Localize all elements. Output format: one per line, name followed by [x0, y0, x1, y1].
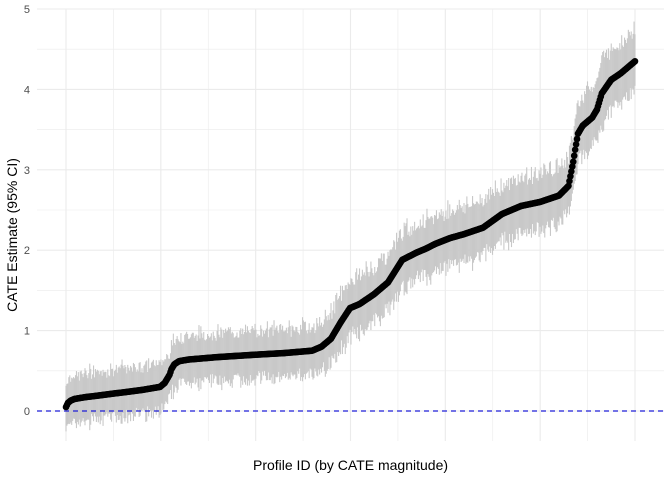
- x-axis-label: Profile ID (by CATE magnitude): [253, 457, 448, 473]
- estimate-point: [571, 146, 579, 153]
- y-tick-label: 4: [24, 84, 30, 96]
- y-tick-label: 3: [24, 165, 30, 177]
- estimate-point: [631, 57, 639, 65]
- y-tick-label: 5: [24, 4, 30, 16]
- estimate-point: [573, 135, 581, 143]
- y-axis-label: CATE Estimate (95% CI): [4, 158, 20, 312]
- y-tick-label: 0: [24, 406, 30, 418]
- estimate-points: [62, 57, 639, 411]
- estimate-point: [569, 158, 577, 166]
- estimate-point: [572, 141, 580, 148]
- estimate-point: [570, 152, 578, 160]
- y-tick-label: 1: [24, 326, 30, 338]
- y-tick-labels: 0 1 2 3 4 5: [24, 4, 30, 418]
- ci-band: [65, 21, 636, 432]
- y-tick-label: 2: [24, 245, 30, 257]
